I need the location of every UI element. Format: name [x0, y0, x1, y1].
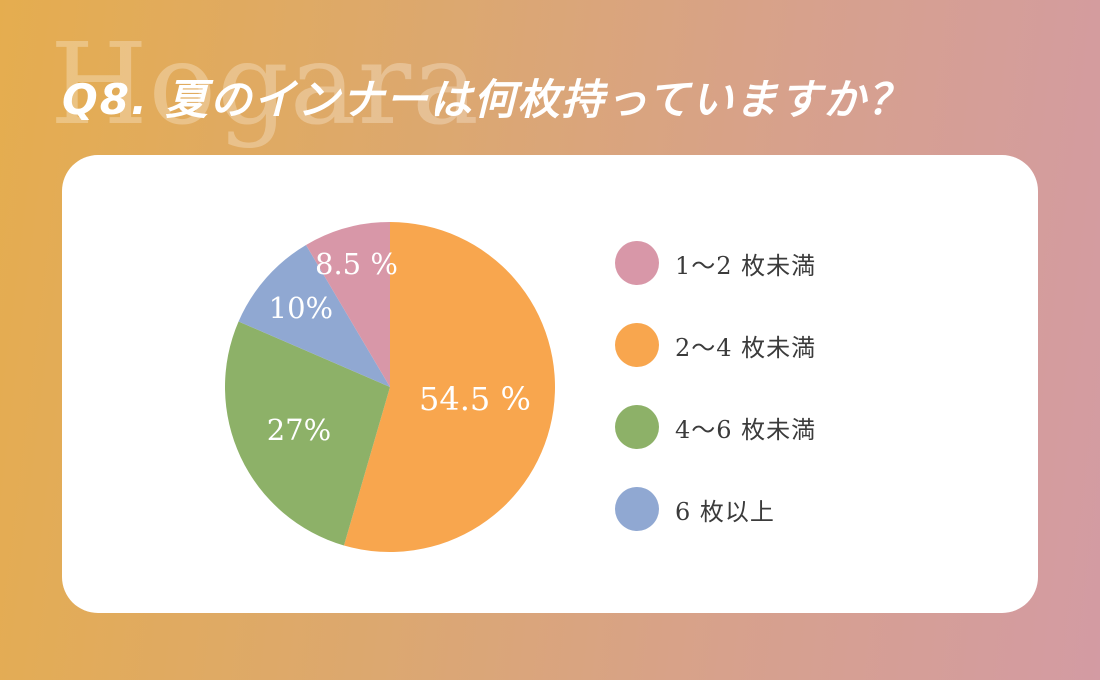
- legend: 1〜2 枚未満 2〜4 枚未満 4〜6 枚未満 6 枚以上: [615, 241, 816, 569]
- pie-chart: 54.5 % 27% 10% 8.5 %: [225, 222, 555, 552]
- legend-swatch-pink: [615, 241, 659, 285]
- pie-slice-label: 8.5 %: [315, 247, 398, 282]
- pie-slice: [238, 244, 390, 387]
- legend-label: 6 枚以上: [675, 497, 775, 526]
- legend-item: 2〜4 枚未満: [615, 323, 816, 367]
- pie-slice: [306, 222, 390, 387]
- pie-slice: [225, 321, 390, 546]
- legend-item: 4〜6 枚未満: [615, 405, 816, 449]
- legend-swatch-orange: [615, 323, 659, 367]
- hogara-watermark: Hogara: [50, 20, 480, 150]
- legend-item: 1〜2 枚未満: [615, 241, 816, 285]
- pie-slice-label: 10%: [268, 291, 334, 326]
- pie-svg: [225, 222, 555, 552]
- pie-slice: [343, 222, 555, 552]
- pie-slice-label: 27%: [266, 412, 332, 447]
- legend-label: 4〜6 枚未満: [675, 415, 817, 444]
- legend-swatch-blue: [615, 487, 659, 531]
- legend-swatch-green: [615, 405, 659, 449]
- legend-label: 1〜2 枚未満: [675, 251, 817, 280]
- chart-card: 54.5 % 27% 10% 8.5 % 1〜2 枚未満 2〜4 枚未満 4〜6 枚未…: [62, 155, 1038, 613]
- legend-label: 2〜4 枚未満: [675, 333, 817, 362]
- pie-slice-label: 54.5 %: [419, 380, 531, 419]
- page-title: Q8. 夏のインナーは何枚持っていますか？: [62, 75, 912, 124]
- legend-item: 6 枚以上: [615, 487, 816, 531]
